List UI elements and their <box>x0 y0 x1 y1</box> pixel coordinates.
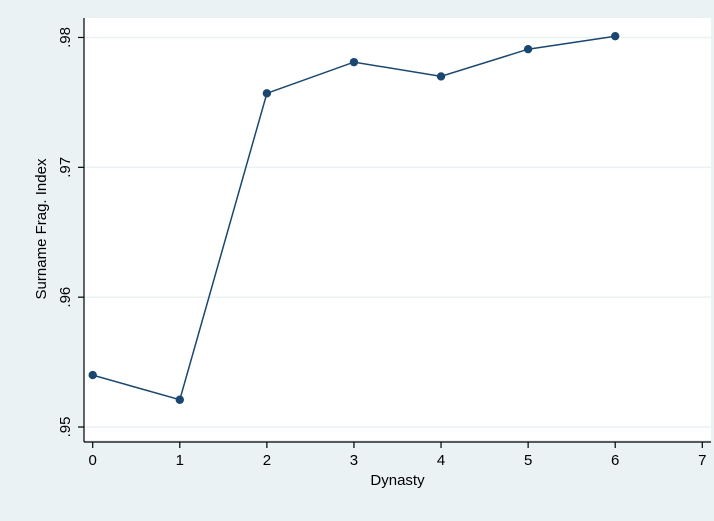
y-tick-label: .96 <box>57 287 74 308</box>
series-layer <box>88 31 620 404</box>
y-tick-label: .98 <box>57 27 74 48</box>
x-tick-label: 0 <box>89 452 97 469</box>
grid-lines <box>84 36 711 428</box>
x-tick-label: 5 <box>524 452 532 469</box>
x-tick-label: 3 <box>350 452 358 469</box>
data-point <box>88 370 97 380</box>
data-point <box>349 57 359 67</box>
y-axis-title: Surname Frag. Index <box>33 158 50 299</box>
axes <box>83 18 711 443</box>
data-point <box>436 72 446 81</box>
y-tick-label: .97 <box>57 157 74 178</box>
plot-area <box>84 18 711 440</box>
x-tick-label: 6 <box>611 452 619 469</box>
data-point <box>611 31 620 41</box>
ticks <box>78 36 703 448</box>
x-axis-title: Dynasty <box>370 472 425 489</box>
x-tick-label: 7 <box>698 452 706 469</box>
y-tick-label: .95 <box>57 417 74 438</box>
x-tick-label: 1 <box>176 452 184 469</box>
x-tick-label: 2 <box>263 452 271 469</box>
data-point <box>175 395 184 404</box>
data-point <box>262 89 272 98</box>
data-point <box>523 44 533 54</box>
tick-labels: .95 .96 .97 .98 0 1 2 3 4 5 6 7 <box>57 27 706 469</box>
x-tick-label: 4 <box>437 452 445 469</box>
